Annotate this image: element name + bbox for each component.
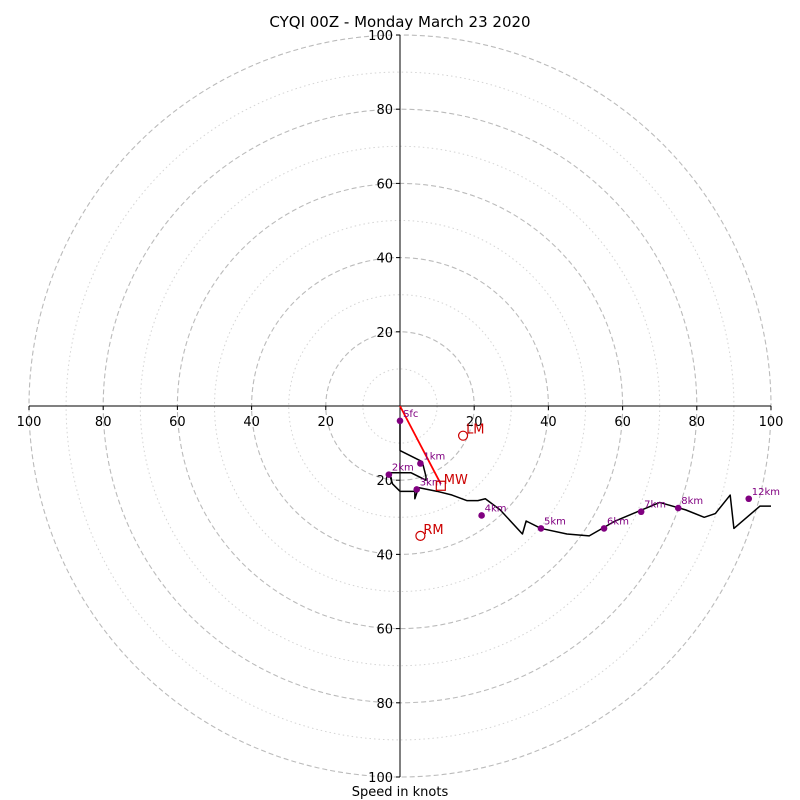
y-tick-label: 100 — [368, 771, 393, 786]
level-point — [745, 495, 753, 503]
marker-symbol — [457, 430, 469, 441]
level-point — [417, 460, 424, 467]
shear-vector — [399, 405, 442, 485]
level-point — [413, 486, 420, 493]
level-label: 3km — [420, 477, 442, 488]
y-tick-label: 60 — [376, 177, 393, 192]
marker-symbol — [415, 530, 426, 541]
y-tick-label: 20 — [376, 326, 393, 341]
x-tick-label: 40 — [540, 415, 557, 430]
y-tick-label: 80 — [376, 697, 393, 712]
x-tick-label: 100 — [17, 415, 42, 430]
y-tick-label: 40 — [376, 548, 393, 563]
level-label: 7km — [644, 500, 666, 511]
level-point — [537, 525, 545, 532]
level-label: 6km — [607, 516, 629, 527]
x-tick-label: 20 — [466, 415, 483, 430]
level-point — [396, 417, 404, 425]
chart-title: CYQI 00Z - Monday March 23 2020 — [269, 13, 530, 31]
x-tick-label: 60 — [614, 415, 631, 430]
x-axis-label: Speed in knots — [352, 785, 449, 800]
level-label: 12km — [752, 487, 780, 498]
marker-label: MW — [444, 473, 468, 488]
marker-label: LM — [466, 423, 484, 438]
marker-label: RM — [423, 523, 443, 538]
level-point — [674, 504, 682, 512]
hodograph-trace — [388, 420, 771, 537]
y-tick-label: 100 — [368, 29, 393, 44]
x-tick-label: 60 — [169, 415, 186, 430]
y-tick-label: 20 — [376, 474, 393, 489]
y-tick-label: 40 — [376, 252, 393, 267]
x-tick-label: 100 — [759, 415, 784, 430]
level-point — [385, 471, 393, 478]
level-label: 5km — [544, 516, 566, 527]
y-tick-label: 80 — [376, 103, 393, 118]
storm-markers: LM MW RM — [415, 423, 485, 541]
level-label: 2km — [392, 463, 414, 474]
tick-labels: 100 80 60 40 20 20 40 60 80 100 100 80 60 40 20 20 40 60 8… — [17, 29, 784, 786]
hodograph-series: Sfc 1km 2km 3km 4km 5km 6km 7km 8km 12km — [385, 405, 780, 537]
level-point — [478, 512, 485, 519]
level-label: 1km — [423, 452, 445, 463]
level-point — [600, 525, 608, 532]
x-tick-label: 80 — [95, 415, 112, 430]
level-label: 8km — [681, 496, 703, 507]
marker-symbol — [435, 480, 446, 491]
y-tick-label: 60 — [376, 623, 393, 638]
level-label: 4km — [485, 503, 507, 514]
level-point — [637, 508, 645, 516]
x-tick-label: 40 — [243, 415, 260, 430]
x-tick-label: 20 — [318, 415, 335, 430]
x-tick-label: 80 — [689, 415, 706, 430]
level-label: Sfc — [403, 409, 418, 420]
